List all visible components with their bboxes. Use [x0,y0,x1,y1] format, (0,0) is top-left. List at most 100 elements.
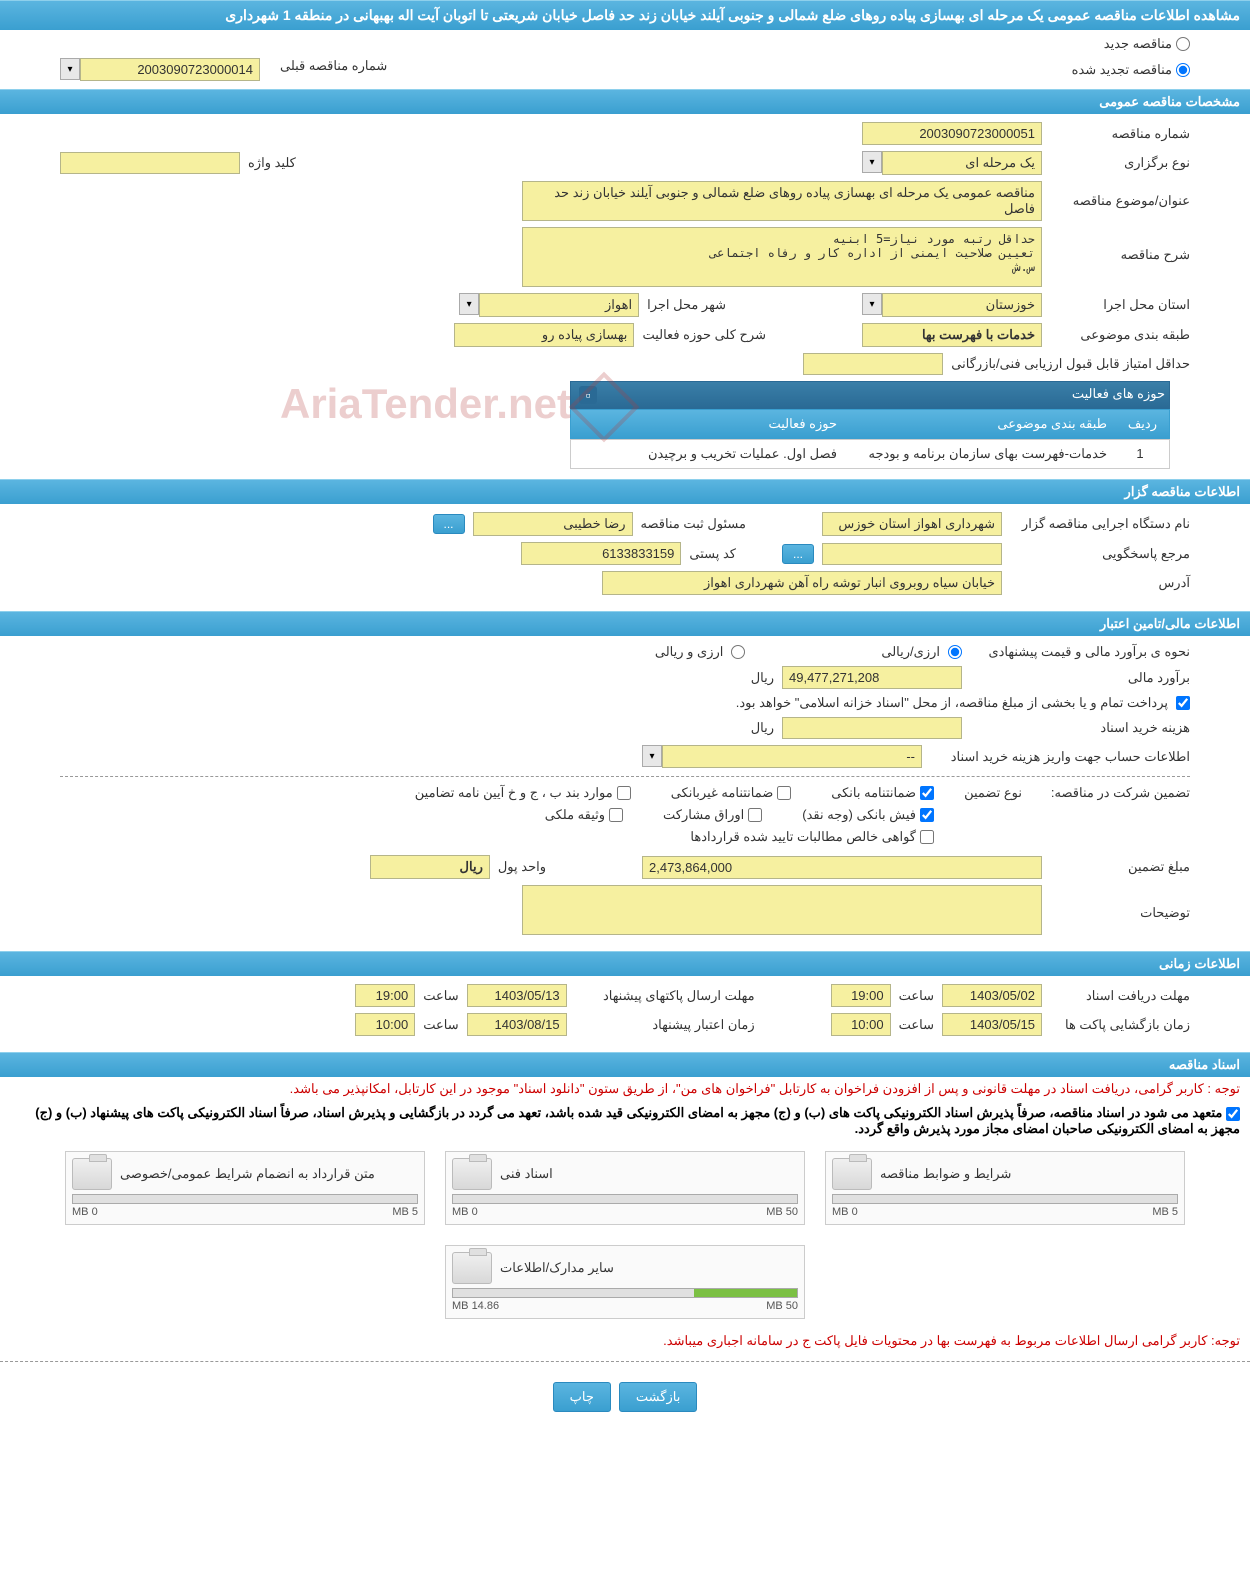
doc-cost-field[interactable] [782,717,962,739]
respondent-label: مرجع پاسخگویی [1010,546,1190,562]
validity-time-label: ساعت [423,1017,458,1033]
executive-field: شهرداری اهواز استان خوزس [822,512,1002,536]
desc-field[interactable] [522,227,1042,287]
account-dropdown-icon[interactable]: ▾ [642,745,662,767]
cb-nonbank-label: ضمانتنامه غیربانکی [671,785,774,801]
file-box-1: شرایط و ضوابط مناقصه 5 MB 0 MB [825,1151,1185,1225]
city-dropdown-icon[interactable]: ▾ [459,293,479,315]
folder-icon[interactable] [452,1158,492,1190]
section-organizer: اطلاعات مناقصه گزار [0,479,1250,504]
account-field[interactable]: -- [662,745,922,768]
file-box-2: اسناد فنی 50 MB0 MB [445,1151,805,1225]
radio-new-tender[interactable] [1176,37,1190,51]
city-field[interactable]: اهواز [479,293,639,317]
opening-time-label: ساعت [899,1017,934,1033]
validity-label: زمان اعتبار پیشنهاد [575,1017,755,1033]
deadline-receive-time-label: ساعت [899,988,934,1004]
cb-participation[interactable] [748,808,762,822]
file-box-3: متن قرارداد به انضمام شرایط عمومی/خصوصی … [65,1151,425,1225]
file3-used: 0 MB [72,1206,98,1218]
back-button[interactable]: بازگشت [619,1382,697,1412]
deadline-receive-date: 1403/05/02 [942,984,1042,1007]
radio-new-label: مناقصه جدید [1104,36,1172,52]
radio-currency[interactable] [948,645,962,659]
postal-field: 6133833159 [521,542,681,565]
section-financial: اطلاعات مالی/تامین اعتبار [0,611,1250,636]
province-field[interactable]: خوزستان [882,293,1042,317]
subject-field[interactable]: مناقصه عمومی یک مرحله ای بهسازی پیاده رو… [522,181,1042,221]
min-score-field[interactable] [803,353,943,375]
cell-idx: 1 [1115,444,1165,464]
currency-unit-field: ریال [370,855,490,879]
cb-bank-receipt[interactable] [920,808,934,822]
opening-date: 1403/05/15 [942,1013,1042,1036]
file1-used: 0 MB [832,1206,858,1218]
treasury-note: پرداخت تمام و یا بخشی از مبلغ مناقصه، از… [736,695,1168,711]
notes-label: توضیحات [1050,885,1190,921]
keyword-label: کلید واژه [248,155,296,171]
cell-act: فصل اول. عملیات تخریب و برچیدن [585,444,845,464]
notice3: توجه: کاربر گرامی ارسال اطلاعات مربوط به… [0,1329,1250,1353]
cb-nonbank-guarantee[interactable] [777,786,791,800]
file1-title: شرایط و ضوابط مناقصه [880,1166,1011,1182]
cb-property[interactable] [609,808,623,822]
doc-cost-label: هزینه خرید اسناد [970,720,1190,736]
notice2-checkbox[interactable] [1226,1107,1240,1121]
col-activity: حوزه فعالیت [585,414,845,434]
prev-number-dropdown-icon[interactable]: ▾ [60,58,80,80]
type-dropdown-icon[interactable]: ▾ [862,151,882,173]
dots-button[interactable]: ... [433,514,465,534]
deadline-send-time-label: ساعت [423,988,458,1004]
radio-renewed-label: مناقصه تجدید شده [1072,62,1172,78]
file4-max: 50 MB [766,1300,798,1312]
prev-number-field[interactable]: 2003090723000014 [80,58,260,81]
keyword-field[interactable] [60,152,240,174]
cb-property-label: وثیقه ملکی [545,807,605,823]
activity-label: شرح کلی حوزه فعالیت [642,327,766,343]
file2-used: 0 MB [452,1206,478,1218]
province-dropdown-icon[interactable]: ▾ [862,293,882,315]
doc-cost-unit: ریال [751,720,774,736]
radio-renewed-tender[interactable] [1176,63,1190,77]
validity-time: 10:00 [355,1013,415,1036]
deadline-send-label: مهلت ارسال پاکتهای پیشنهاد [575,988,755,1004]
respondent-field[interactable] [822,543,1002,565]
guarantee-type-label: نوع تضمین [942,785,1022,801]
activity-field[interactable]: بهسازی پیاده رو [454,323,634,347]
estimate-field: 49,477,271,208 [782,666,962,689]
cb-cases[interactable] [617,786,631,800]
cb-bank-guarantee[interactable] [920,786,934,800]
activity-table-title: حوزه های فعالیت [1072,386,1165,404]
type-label: نوع برگزاری [1050,155,1190,171]
folder-icon[interactable] [72,1158,112,1190]
treasury-checkbox[interactable] [1176,696,1190,710]
city-label: شهر محل اجرا [647,297,726,313]
responsible-label: مسئول ثبت مناقصه [641,516,746,532]
guarantee-label: تضمین شرکت در مناقصه: [1030,785,1190,801]
folder-icon[interactable] [832,1158,872,1190]
tender-number-field: 2003090723000051 [862,122,1042,145]
file-boxes: شرایط و ضوابط مناقصه 5 MB0 MB اسناد فنی … [0,1141,1250,1329]
print-button[interactable]: چاپ [553,1382,611,1412]
cb-participation-label: اوراق مشارکت [663,807,744,823]
file4-title: سایر مدارک/اطلاعات [500,1260,614,1276]
estimate-method-label: نحوه ی برآورد مالی و قیمت پیشنهادی [970,644,1190,660]
subject-label: عنوان/موضوع مناقصه [1050,193,1190,209]
guarantee-amount-field: 2,473,864,000 [642,856,1042,879]
radio-both[interactable] [731,645,745,659]
address-field: خیابان سیاه روبروی انبار توشه راه آهن شه… [602,571,1002,595]
file3-max: 5 MB [392,1206,418,1218]
respondent-dots-button[interactable]: ... [782,544,814,564]
file1-max: 5 MB [1152,1206,1178,1218]
file2-max: 50 MB [766,1206,798,1218]
file4-used: 14.86 MB [452,1300,499,1312]
type-field[interactable]: یک مرحله ای [882,151,1042,175]
minimize-icon[interactable]: ▫ [579,386,597,404]
category-field[interactable]: خدمات با فهرست بها [862,323,1042,347]
section-documents: اسناد مناقصه [0,1052,1250,1077]
folder-icon[interactable] [452,1252,492,1284]
cb-certificate[interactable] [920,830,934,844]
cb-bank-guarantee-label: ضمانتنامه بانکی [831,785,916,801]
notes-field[interactable] [522,885,1042,935]
category-label: طبقه بندی موضوعی [1050,327,1190,343]
